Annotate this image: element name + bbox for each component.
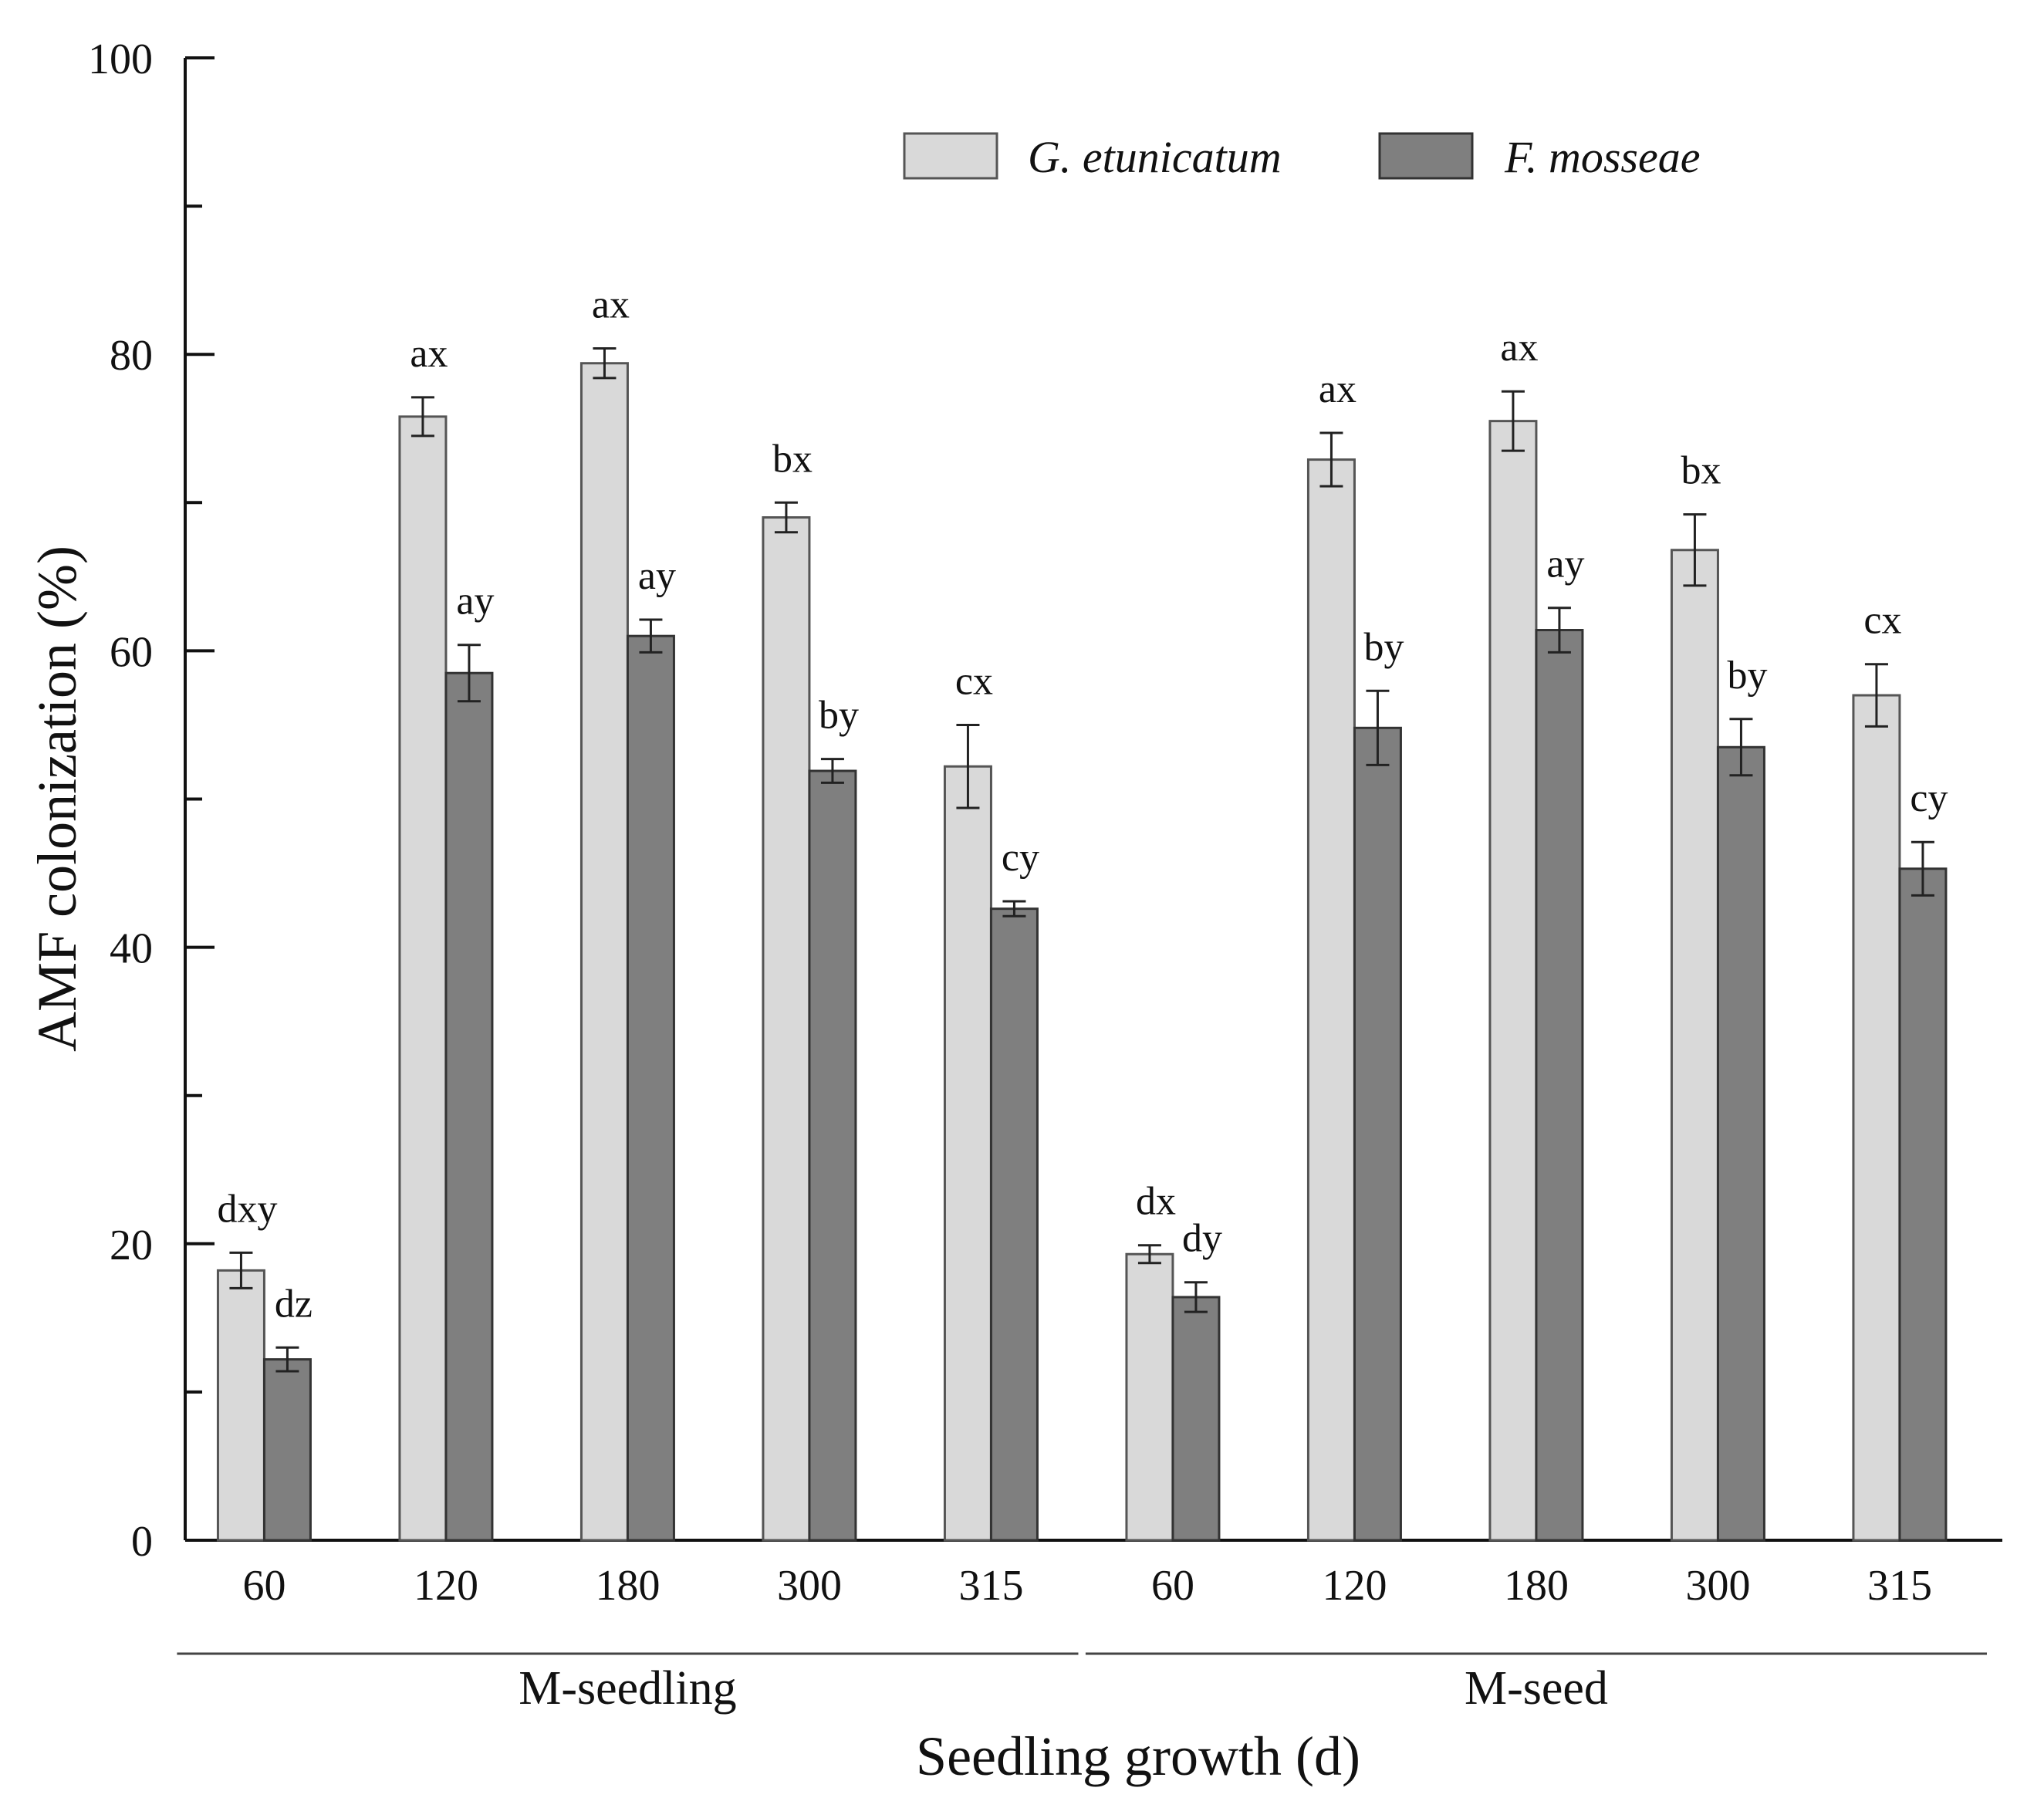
error-bar-f-mosseae (1911, 840, 1934, 897)
bar-g-etunicatum (1306, 458, 1356, 1542)
significance-labels: dxy ax ax bx cx dx ax ax bx cx dz ay ay by cy dy by ay by c… (217, 283, 1948, 1326)
bar-g-etunicatum (762, 516, 811, 1542)
bar-g-etunicatum (943, 765, 992, 1542)
x-tick-label: 60 (242, 1562, 285, 1610)
legend-swatch-f-mosseae (1378, 132, 1474, 180)
bar-g-etunicatum (1125, 1252, 1174, 1542)
bar-g-etunicatum (1852, 694, 1901, 1542)
x-tick-label: 315 (1867, 1562, 1932, 1610)
legend-label-f-mosseae: F. mosseae (1504, 132, 1700, 182)
error-bar-f-mosseae (1366, 689, 1390, 766)
x-tick-label: 300 (777, 1562, 842, 1610)
y-tick-label: 80 (110, 332, 153, 380)
significance-label-f-mosseae: ay (456, 580, 494, 624)
x-tick-label: 180 (595, 1562, 660, 1610)
error-bar-g-etunicatum (774, 501, 798, 534)
x-tick-label: 180 (1504, 1562, 1569, 1610)
error-bar-g-etunicatum (1501, 390, 1525, 452)
bar-g-etunicatum (398, 415, 448, 1542)
y-tick-label: 100 (88, 35, 153, 83)
significance-label-f-mosseae: by (819, 694, 859, 738)
error-bar-g-etunicatum (410, 396, 434, 438)
error-bar-f-mosseae (1002, 900, 1026, 918)
bar-g-etunicatum (216, 1269, 265, 1542)
significance-label-g-etunicatum: dxy (217, 1187, 277, 1231)
significance-label-f-mosseae: ay (1546, 542, 1584, 586)
group-label: M-seedling (519, 1662, 736, 1715)
significance-label-g-etunicatum: dx (1136, 1180, 1176, 1224)
x-axis-title: Seedling growth (d) (916, 1725, 1360, 1787)
significance-label-f-mosseae: by (1363, 625, 1404, 669)
bar-f-mosseae (626, 634, 675, 1542)
bars (216, 362, 1948, 1542)
error-bar-g-etunicatum (1864, 663, 1888, 728)
significance-label-g-etunicatum: ax (1500, 326, 1538, 370)
error-bars (229, 347, 1934, 1373)
error-bar-f-mosseae (457, 644, 481, 703)
x-tick-label: 300 (1685, 1562, 1750, 1610)
significance-label-f-mosseae: ay (638, 554, 676, 598)
bar-f-mosseae (808, 769, 857, 1542)
significance-label-g-etunicatum: ax (592, 283, 630, 327)
error-bar-f-mosseae (1729, 718, 1753, 777)
x-tick-label: 60 (1151, 1562, 1194, 1610)
x-tick-label: 120 (414, 1562, 478, 1610)
bar-g-etunicatum (579, 362, 629, 1542)
significance-label-g-etunicatum: bx (1681, 449, 1721, 493)
group-label: M-seed (1465, 1662, 1608, 1715)
significance-label-g-etunicatum: ax (1319, 367, 1356, 411)
legend: G. etunicatum F. mosseae (903, 132, 1700, 182)
legend-swatch-g-etunicatum (903, 132, 998, 180)
bar-f-mosseae (262, 1358, 312, 1542)
significance-label-f-mosseae: dy (1182, 1217, 1222, 1261)
bar-g-etunicatum (1488, 420, 1538, 1542)
error-bar-f-mosseae (275, 1346, 299, 1373)
bar-f-mosseae (989, 907, 1039, 1542)
significance-label-g-etunicatum: bx (772, 437, 813, 481)
error-bar-g-etunicatum (1683, 513, 1707, 587)
significance-label-g-etunicatum: cx (1863, 599, 1901, 643)
group-labels: M-seedling M-seed (177, 1652, 1987, 1715)
bar-f-mosseae (1535, 629, 1584, 1542)
error-bar-f-mosseae (820, 758, 844, 784)
bar-f-mosseae (1716, 745, 1765, 1542)
y-ticks: 0 20 40 60 80 100 (88, 35, 215, 1566)
significance-label-f-mosseae: cy (1002, 836, 1039, 880)
error-bar-g-etunicatum (1319, 431, 1343, 488)
significance-label-f-mosseae: dz (275, 1282, 313, 1326)
bar-f-mosseae (444, 671, 494, 1542)
x-tick-label: 120 (1322, 1562, 1387, 1610)
significance-label-f-mosseae: by (1727, 654, 1767, 698)
legend-label-g-etunicatum: G. etunicatum (1028, 132, 1282, 182)
y-tick-label: 40 (110, 925, 153, 973)
error-bar-f-mosseae (1547, 607, 1571, 654)
error-bar-f-mosseae (1184, 1281, 1208, 1313)
significance-label-g-etunicatum: cx (955, 659, 993, 703)
y-axis-title: AMF colonization (%) (26, 546, 88, 1052)
y-tick-label: 20 (110, 1222, 153, 1269)
y-tick-label: 60 (110, 628, 153, 676)
bar-f-mosseae (1898, 867, 1948, 1542)
x-category-labels: 60 120 180 300 315 60 120 180 300 315 (242, 1562, 1932, 1610)
bar-g-etunicatum (1670, 549, 1719, 1542)
error-bar-f-mosseae (639, 618, 663, 654)
y-tick-label: 0 (131, 1518, 153, 1566)
error-bar-g-etunicatum (956, 723, 980, 809)
error-bar-g-etunicatum (1137, 1244, 1161, 1265)
x-tick-label: 315 (958, 1562, 1023, 1610)
bar-f-mosseae (1171, 1296, 1221, 1542)
error-bar-g-etunicatum (229, 1251, 253, 1289)
bar-f-mosseae (1353, 726, 1402, 1542)
significance-label-g-etunicatum: ax (410, 332, 448, 376)
error-bar-g-etunicatum (593, 347, 617, 380)
significance-label-f-mosseae: cy (1910, 776, 1948, 820)
